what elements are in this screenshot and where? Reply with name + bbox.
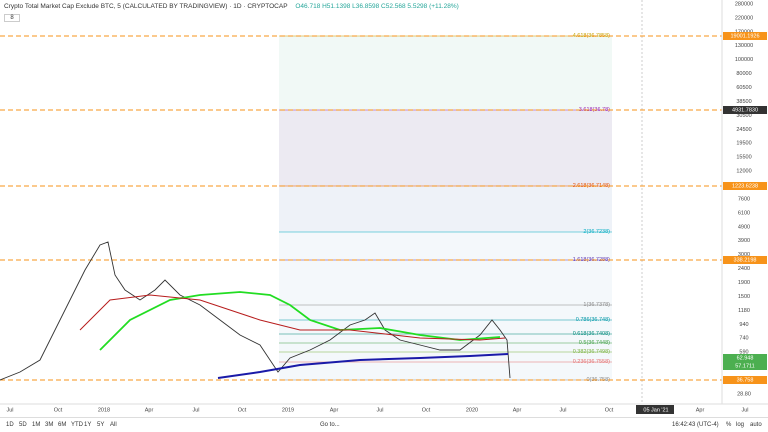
auto-toggle[interactable]: auto: [750, 422, 762, 428]
log-toggle[interactable]: log: [736, 422, 745, 428]
price-tag: [723, 182, 767, 190]
price-label: 15500: [736, 155, 751, 161]
price-tag-label: 338.2198: [734, 257, 757, 263]
price-tag: [723, 376, 767, 384]
range-button[interactable]: 1M: [32, 422, 41, 428]
time-label: Jul: [192, 407, 199, 413]
price-label: 130000: [735, 43, 753, 49]
price-label: 80000: [736, 71, 751, 77]
price-label: 24500: [736, 127, 751, 133]
time-label: 05 Jan '21: [643, 407, 668, 413]
price-label: 590: [739, 350, 748, 356]
cursor-date-bg: [636, 405, 674, 414]
range-button[interactable]: 6M: [58, 422, 67, 428]
fib-label: 1(36.7378): [583, 302, 610, 308]
price-tag: [723, 362, 767, 370]
time-label: Jul: [376, 407, 383, 413]
fib-label: 0.786(36.748): [576, 317, 610, 323]
ma-line: [99, 291, 501, 351]
fib-label: 0.618(36.7408): [573, 331, 610, 337]
collapse-toggle[interactable]: 8: [4, 14, 20, 22]
fib-zone: [279, 186, 612, 232]
fib-zone: [279, 110, 612, 186]
range-button[interactable]: 5Y: [97, 422, 105, 428]
fib-tool: 4.618(36.7858)3.618(36.78)2.618(36.7148)…: [0, 33, 722, 383]
ohlc: O46.718 H51.1398 L36.8598 C52.568 5.5298…: [295, 3, 459, 10]
price-label: 1180: [738, 308, 750, 314]
price-label: 19500: [736, 141, 751, 147]
header: Crypto Total Market Cap Exclude BTC, 5 (…: [4, 3, 465, 22]
fib-label: 2.618(36.7148): [573, 183, 610, 189]
range-button[interactable]: 1Y: [84, 422, 92, 428]
range-button[interactable]: 1D: [6, 422, 14, 428]
price-label: 7600: [738, 196, 750, 202]
time-label: Jul: [6, 407, 13, 413]
time-label: 2020: [466, 407, 478, 413]
price-label: 4900: [738, 224, 750, 230]
time-label: Oct: [605, 407, 614, 413]
time-label: Oct: [54, 407, 63, 413]
time-label: Apr: [330, 407, 339, 413]
price-label: 740: [739, 336, 748, 342]
range-button[interactable]: All: [110, 422, 117, 428]
time-label: Apr: [696, 407, 705, 413]
price-tag: [723, 256, 767, 264]
range-button[interactable]: 5D: [19, 422, 27, 428]
price-axis: [722, 0, 768, 417]
price-label: 28.80: [737, 391, 751, 397]
price-label: 940: [739, 322, 748, 328]
price-label: 100000: [735, 57, 753, 63]
range-button[interactable]: 3M: [45, 422, 54, 428]
ma-line: [79, 294, 506, 341]
price-label: 6100: [738, 210, 750, 216]
percent-toggle[interactable]: %: [726, 422, 732, 428]
time-label: 2018: [98, 407, 110, 413]
time-label: Oct: [238, 407, 247, 413]
symbol-title: Crypto Total Market Cap Exclude BTC, 5 (…: [4, 3, 288, 10]
clock: 16:42:43 (UTC-4): [672, 422, 719, 428]
price-tag: [723, 106, 767, 114]
time-label: 2019: [282, 407, 294, 413]
price-tag: [723, 354, 767, 362]
fib-zone: [279, 232, 612, 380]
price-label: 1500: [738, 294, 750, 300]
price-tag-label: 19001.1926: [730, 33, 759, 39]
price-label: 280000: [735, 1, 753, 7]
time-label: Apr: [145, 407, 154, 413]
fib-zone: [279, 36, 612, 110]
price-label: 60500: [736, 85, 751, 91]
fib-label: 0.236(36.7558): [573, 359, 610, 365]
time-label: Apr: [513, 407, 522, 413]
ma-line: [217, 353, 509, 379]
price-label: 12000: [736, 169, 751, 175]
price-tag-label: 1223.6238: [732, 183, 758, 189]
price-tag-label: 62.948: [737, 355, 754, 361]
chart: 4.618(36.7858)3.618(36.78)2.618(36.7148)…: [0, 0, 768, 417]
fib-label: 0.382(36.7498): [573, 349, 610, 355]
price-label: 38500: [736, 99, 751, 105]
fib-label: 2(36.7238): [583, 229, 610, 235]
clock: Go to...: [320, 422, 340, 428]
price-label: 220000: [735, 15, 753, 21]
price-series: [0, 241, 511, 381]
time-label: Jul: [741, 407, 748, 413]
price-tag-label: 4931.7830: [732, 107, 758, 113]
time-label: Jul: [559, 407, 566, 413]
fib-label: 1.618(36.7288): [573, 257, 610, 263]
range-button[interactable]: YTD: [71, 422, 83, 428]
price-tag-label: 36.758: [737, 377, 754, 383]
price-label: 3000: [738, 252, 750, 258]
price-tag: [723, 32, 767, 40]
fib-label: 0(36.758): [586, 377, 610, 383]
price-tag-label: 57.1711: [735, 363, 754, 369]
price-label: 30500: [736, 113, 751, 119]
price-label: 1900: [738, 280, 750, 286]
bottom-toolbar: Go to... 16:42:43 (UTC-4) % log auto 1D 5…: [0, 417, 768, 432]
fib-label: 4.618(36.7858): [573, 33, 610, 39]
time-label: Oct: [422, 407, 431, 413]
fib-label: 0.5(36.7448): [579, 340, 610, 346]
price-label: 3900: [738, 238, 750, 244]
price-label: 2400: [738, 266, 750, 272]
